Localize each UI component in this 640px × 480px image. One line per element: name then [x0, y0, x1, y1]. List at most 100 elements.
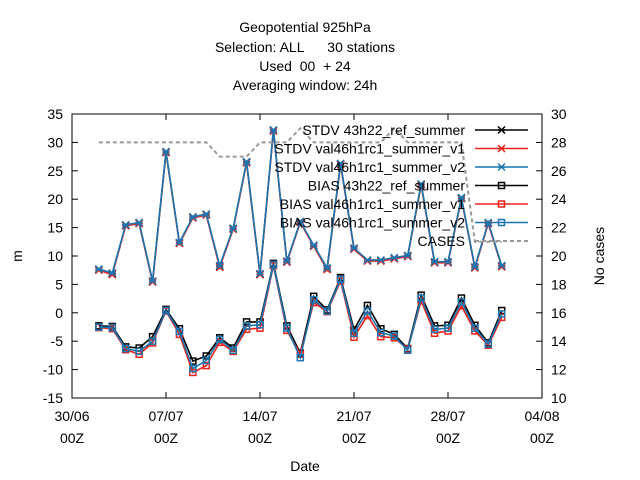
square-marker: [309, 295, 318, 304]
series-3: [95, 259, 506, 365]
y2-tick-label: 26: [551, 163, 567, 179]
square-marker: [497, 200, 506, 208]
square-marker: [363, 307, 372, 315]
star-marker: [121, 220, 130, 229]
y-tick-label: -15: [43, 390, 63, 406]
legend-label: STDV val46h1rc1_summer_v2: [274, 159, 465, 175]
y2-tick-label: 14: [551, 333, 567, 349]
star-marker: [255, 270, 265, 279]
star-marker: [309, 241, 318, 250]
y-tick-label: 35: [47, 106, 63, 122]
star-marker: [497, 144, 506, 153]
y2-tick-label: 28: [551, 134, 567, 150]
series-line: [98, 126, 502, 243]
star-marker: [363, 255, 372, 265]
legend-label: CASES: [418, 233, 465, 249]
square-marker: [148, 337, 157, 345]
y2-tick-label: 12: [551, 362, 567, 378]
star-marker: [336, 159, 345, 168]
star-marker: [323, 263, 332, 272]
x-tick-label: 04/08: [524, 408, 559, 424]
square-marker: [336, 275, 345, 284]
x-tick-sublabel: 00Z: [248, 430, 273, 446]
y2-tick-label: 16: [551, 305, 567, 321]
y-axis-label: m: [9, 250, 25, 262]
square-marker: [323, 307, 331, 315]
x-tick-label: 14/07: [242, 408, 277, 424]
y2-tick-label: 20: [551, 248, 567, 264]
square-marker: [430, 329, 439, 337]
square-marker: [430, 325, 439, 334]
x-tick-sublabel: 00Z: [60, 430, 85, 446]
y-tick-label: -10: [43, 362, 63, 378]
star-marker: [108, 269, 117, 278]
square-marker: [242, 318, 251, 326]
series-layer: [94, 125, 506, 377]
title-line-1: Geopotential 925hPa: [239, 19, 371, 35]
series-5: [95, 260, 506, 373]
y-tick-label: 15: [47, 220, 63, 236]
square-marker: [95, 323, 103, 331]
x-tick-label: 30/06: [54, 408, 89, 424]
star-marker: [497, 162, 506, 172]
title-line-4: Averaging window: 24h: [233, 77, 378, 93]
square-marker: [497, 218, 506, 227]
y2-tick-label: 22: [551, 220, 567, 236]
x-tick-label: 07/07: [148, 408, 183, 424]
y-tick-label: 10: [47, 248, 63, 264]
star-marker: [376, 257, 385, 266]
square-marker: [121, 344, 130, 353]
square-marker: [202, 356, 211, 365]
title-line-3: Used 00 + 24: [259, 58, 351, 74]
square-marker: [296, 353, 305, 362]
star-marker: [376, 255, 385, 265]
square-marker: [417, 294, 425, 302]
y-tick-label: 0: [55, 305, 63, 321]
x-tick-sublabel: 00Z: [530, 430, 555, 446]
square-marker: [256, 320, 264, 329]
legend-label: BIAS val46h1rc1_summer_v1: [280, 196, 465, 212]
x-tick-sublabel: 00Z: [436, 430, 461, 446]
y-tick-label: 20: [47, 191, 63, 207]
square-marker: [283, 324, 291, 332]
legend-label: BIAS val46h1rc1_summer_v2: [280, 215, 465, 231]
star-marker: [417, 179, 426, 188]
square-marker: [390, 332, 399, 340]
star-marker: [296, 217, 305, 226]
square-marker: [444, 324, 452, 332]
star-marker: [269, 125, 278, 134]
legend-label: STDV 43h22_ref_summer: [302, 122, 465, 138]
square-marker: [108, 323, 117, 332]
square-marker: [175, 327, 184, 336]
star-marker: [430, 258, 439, 267]
plot-frame: [71, 113, 543, 399]
square-marker: [377, 332, 385, 341]
star-marker: [215, 261, 224, 270]
star-marker: [430, 257, 439, 266]
square-marker: [189, 368, 197, 377]
star-marker: [135, 218, 144, 227]
y-tick-label: 25: [47, 163, 63, 179]
series-line: [98, 263, 503, 363]
axes: -15 -10 -5 0 5 10 15 20 25 30 35 10 12 14 16 18 20 22 24 26…: [43, 106, 567, 446]
star-marker: [443, 258, 453, 267]
star-marker: [229, 224, 238, 233]
square-marker: [350, 329, 358, 337]
square-marker: [215, 335, 224, 344]
y2-tick-label: 30: [551, 106, 567, 122]
star-marker: [470, 263, 479, 272]
square-marker: [202, 361, 211, 370]
star-marker: [161, 147, 171, 156]
legend-label: STDV val46h1rc1_summer_v1: [274, 141, 465, 157]
y2-tick-label: 18: [551, 276, 567, 292]
title-line-2: Selection: ALL 30 stations: [215, 39, 395, 55]
chart-title: Geopotential 925hPa Selection: ALL 30 st…: [215, 19, 395, 93]
star-marker: [282, 257, 291, 266]
y2-tick-label: 24: [551, 191, 567, 207]
series-line: [98, 264, 503, 370]
series-2: [94, 125, 506, 286]
legend-label: BIAS 43h22_ref_summer: [308, 178, 466, 194]
y-tick-label: 30: [47, 134, 63, 150]
star-marker: [497, 125, 506, 135]
star-marker: [349, 244, 359, 253]
